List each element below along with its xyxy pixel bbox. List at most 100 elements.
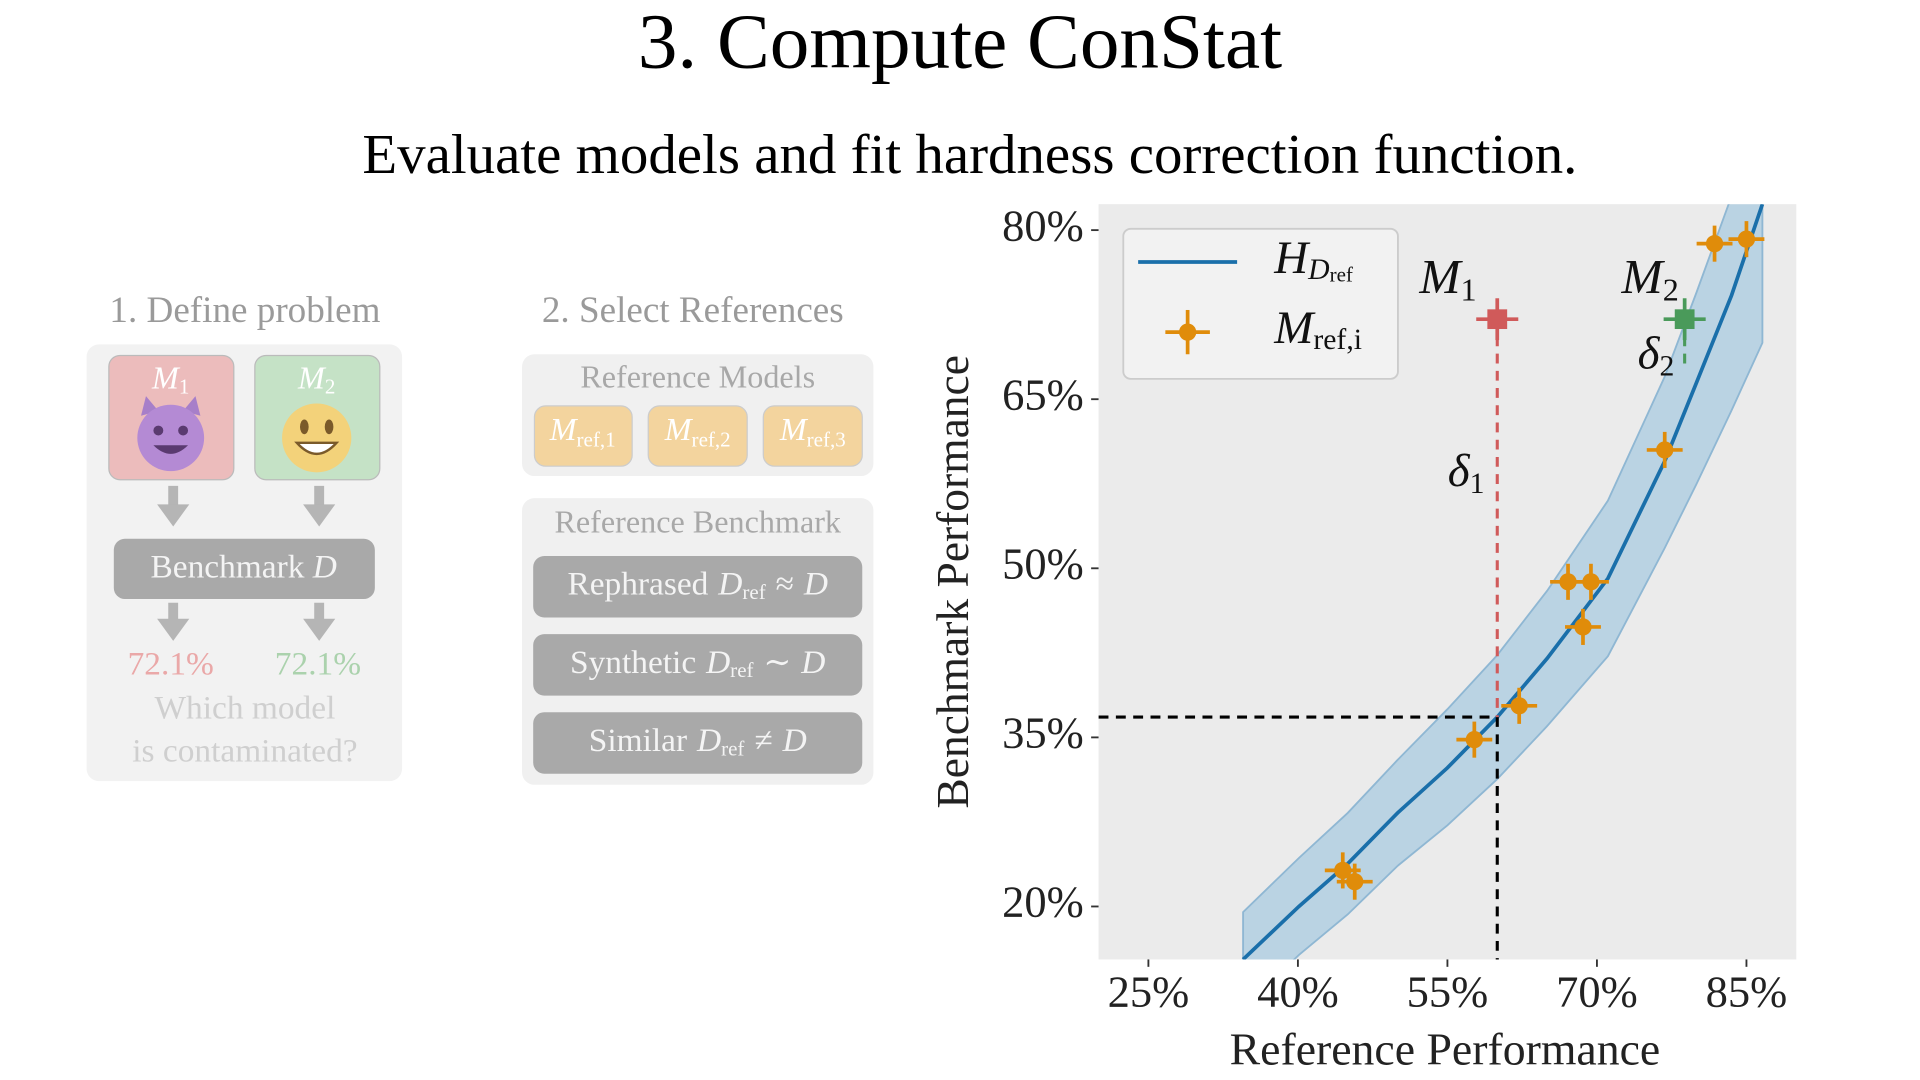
point bbox=[1334, 861, 1352, 880]
symbol: M bbox=[1418, 250, 1463, 305]
symbol: D bbox=[800, 644, 825, 681]
point bbox=[1346, 873, 1364, 891]
subsubscript: ref bbox=[1330, 263, 1353, 287]
subscript: ref,3 bbox=[807, 427, 846, 451]
subscript: D bbox=[1307, 254, 1329, 286]
legend-label: HDref bbox=[1273, 232, 1353, 287]
point bbox=[1656, 441, 1674, 459]
symbol: D bbox=[312, 548, 337, 585]
score: 72.1% bbox=[128, 645, 214, 682]
symbol: M bbox=[151, 360, 181, 396]
subscript: 1 bbox=[179, 375, 190, 399]
symbol: D bbox=[717, 565, 742, 602]
question: Which model bbox=[155, 690, 336, 727]
devil-emoji bbox=[137, 396, 205, 472]
subscript: ref,i bbox=[1313, 324, 1362, 356]
panel-title: 2. Select References bbox=[542, 290, 844, 331]
ref-model-label: Mref,1 bbox=[549, 411, 616, 451]
legend bbox=[1122, 227, 1399, 380]
y-tick-label: 50% bbox=[1002, 539, 1084, 589]
ref-model-box bbox=[533, 405, 633, 467]
point bbox=[1574, 618, 1592, 636]
x-tick-label: 85% bbox=[1706, 967, 1788, 1017]
score: 72.1% bbox=[275, 645, 361, 682]
question: is contaminated? bbox=[132, 733, 357, 770]
symbol: δ bbox=[1448, 445, 1471, 497]
subscript: ref bbox=[721, 736, 744, 760]
text: Similar bbox=[589, 722, 687, 759]
benchmark-box bbox=[113, 538, 375, 600]
benchmark-label: Benchmark D bbox=[151, 548, 337, 585]
model-label: M1 bbox=[1418, 250, 1476, 308]
delta-label: δ2 bbox=[1638, 327, 1675, 382]
arrows bbox=[157, 485, 336, 641]
relation: ≈ bbox=[776, 565, 794, 602]
benchmark-label: Synthetic Dref ∼ D bbox=[570, 644, 825, 682]
y-tick-label: 80% bbox=[1002, 200, 1084, 250]
subscript: 2 bbox=[1663, 272, 1679, 308]
subscript: 1 bbox=[1461, 272, 1477, 308]
relation: ∼ bbox=[763, 644, 791, 681]
subscript: 1 bbox=[1470, 468, 1485, 500]
point bbox=[1705, 235, 1724, 253]
model-label: M2 bbox=[297, 360, 335, 399]
benchmark-box bbox=[533, 634, 863, 696]
point bbox=[1737, 230, 1756, 248]
x-axis-label: Reference Performance bbox=[1230, 1024, 1661, 1075]
legend-swatch bbox=[1178, 323, 1197, 341]
smile-emoji bbox=[282, 403, 352, 473]
legend-label: Mref,i bbox=[1273, 302, 1362, 356]
symbol: H bbox=[1273, 232, 1310, 284]
benchmark-label: Similar Dref ≠ D bbox=[589, 722, 807, 760]
relation: ≠ bbox=[754, 722, 772, 759]
ref-model-label: Mref,2 bbox=[664, 411, 731, 451]
model-label: M1 bbox=[151, 360, 189, 399]
symbol: M bbox=[1273, 302, 1316, 354]
x-tick-label: 70% bbox=[1556, 967, 1638, 1017]
benchmark-box bbox=[533, 555, 863, 618]
delta-label: δ1 bbox=[1448, 445, 1485, 500]
x-tick-label: 55% bbox=[1407, 967, 1489, 1017]
y-tick-label: 20% bbox=[1002, 877, 1084, 927]
symbol: M bbox=[1621, 250, 1666, 305]
y-tick-label: 35% bbox=[1002, 708, 1084, 758]
text: Synthetic bbox=[570, 644, 696, 681]
y-axis-label: Benchmark Performance bbox=[927, 355, 978, 808]
symbol: D bbox=[696, 722, 721, 759]
x-tick-label: 25% bbox=[1108, 967, 1190, 1017]
model-label: M2 bbox=[1621, 250, 1679, 308]
marker bbox=[1487, 309, 1508, 330]
ref-model-box bbox=[647, 405, 748, 467]
subtitle: Evaluate models and fit hardness correct… bbox=[362, 123, 1577, 186]
text: Benchmark bbox=[151, 548, 305, 585]
subscript: ref,2 bbox=[692, 427, 731, 451]
symbol: D bbox=[803, 565, 828, 602]
text: Rephrased bbox=[567, 565, 708, 602]
ref-model-box bbox=[762, 405, 863, 467]
point bbox=[1559, 573, 1577, 591]
symbol: D bbox=[705, 644, 730, 681]
subscript: ref,1 bbox=[577, 427, 616, 451]
subscript: 2 bbox=[325, 375, 336, 399]
point bbox=[1582, 573, 1600, 591]
plot bbox=[1098, 204, 1765, 960]
panel-title: 1. Define problem bbox=[109, 290, 380, 331]
symbol: D bbox=[782, 722, 807, 759]
section-title: Reference Models bbox=[580, 359, 815, 395]
symbol: M bbox=[779, 411, 809, 447]
symbol: M bbox=[297, 360, 327, 396]
section-title: Reference Benchmark bbox=[554, 504, 842, 540]
marker bbox=[1674, 309, 1695, 330]
subscript: 2 bbox=[1660, 350, 1675, 382]
benchmark-box bbox=[533, 712, 863, 774]
subscript: ref bbox=[730, 658, 753, 682]
x-tick-label: 40% bbox=[1257, 967, 1339, 1017]
y-tick-label: 65% bbox=[1002, 369, 1084, 419]
benchmark-label: Rephrased Dref ≈ D bbox=[567, 565, 828, 603]
confidence-band bbox=[1242, 204, 1764, 960]
subscript: ref bbox=[742, 580, 765, 604]
point bbox=[1510, 697, 1528, 715]
